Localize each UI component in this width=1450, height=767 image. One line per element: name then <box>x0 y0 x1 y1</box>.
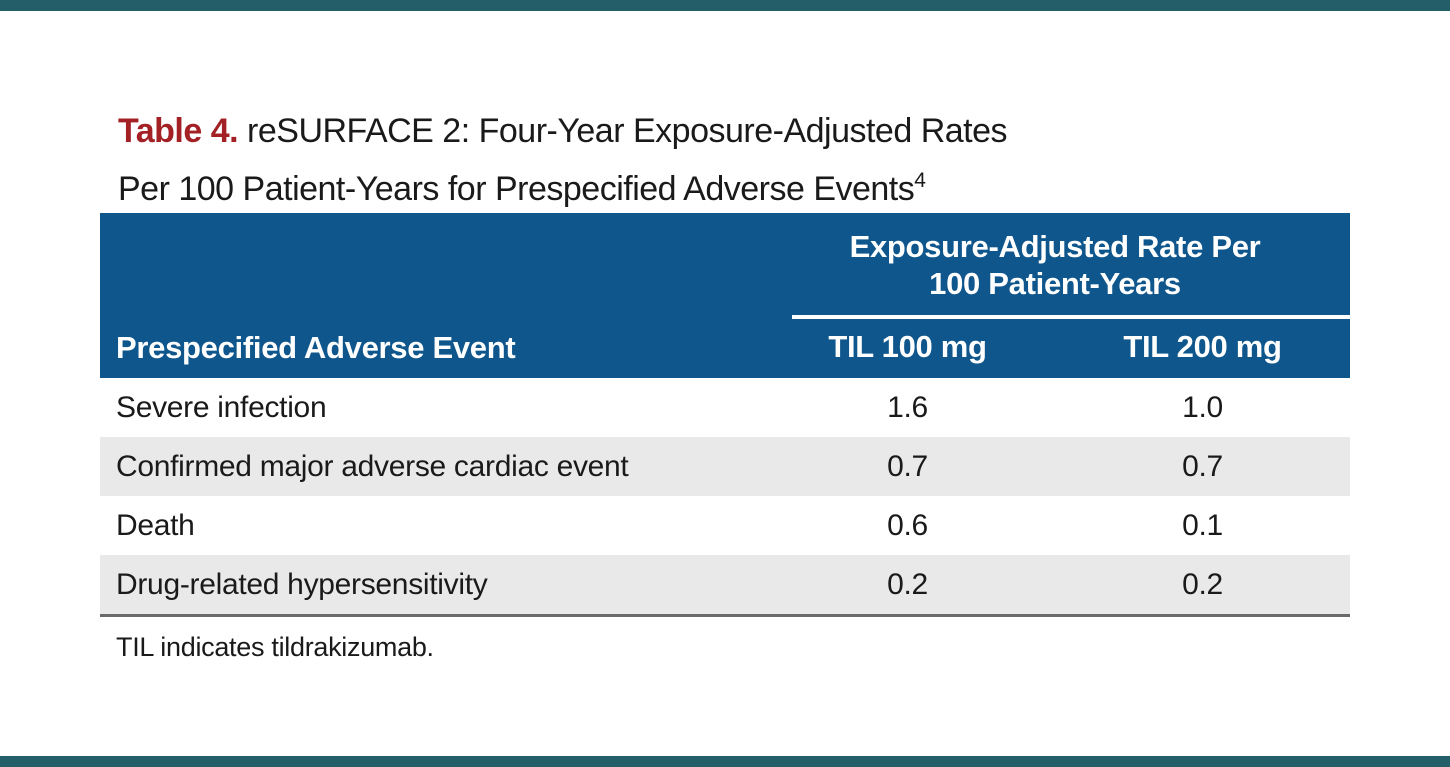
group-header-underline <box>792 315 1350 319</box>
table-header: Exposure-Adjusted Rate Per 100 Patient-Y… <box>100 213 1350 378</box>
table-number-label: Table 4. <box>118 112 239 150</box>
table-title-text2: Per 100 Patient-Years for Prespecified A… <box>118 170 915 208</box>
til-100-value: 1.6 <box>887 390 928 424</box>
table-title: Table 4. reSURFACE 2: Four-Year Exposure… <box>118 106 1008 214</box>
event-cell: Severe infection <box>116 390 327 424</box>
table-row: Severe infection 1.6 1.0 <box>100 378 1350 437</box>
reference-superscript: 4 <box>914 169 926 192</box>
page-top-border <box>0 0 1450 11</box>
table-row: Confirmed major adverse cardiac event 0.… <box>100 437 1350 496</box>
event-cell: Death <box>116 508 195 542</box>
til-100-value: 0.6 <box>887 508 928 542</box>
table-title-line2: Per 100 Patient-Years for Prespecified A… <box>118 156 1007 214</box>
event-cell: Confirmed major adverse cardiac event <box>116 449 629 483</box>
table-row: Death 0.6 0.1 <box>100 496 1350 555</box>
table-row: Drug-related hypersensitivity 0.2 0.2 <box>100 555 1350 614</box>
group-header-line1: Exposure-Adjusted Rate Per <box>849 229 1261 264</box>
table-body: Severe infection 1.6 1.0 Confirmed major… <box>100 378 1350 617</box>
til-200-value: 0.1 <box>1182 508 1223 542</box>
event-cell: Drug-related hypersensitivity <box>116 567 488 601</box>
group-header-line2: 100 Patient-Years <box>929 266 1181 301</box>
table-title-text1: reSURFACE 2: Four-Year Exposure-Adjusted… <box>238 112 1008 150</box>
column-header-til-100: TIL 100 mg <box>828 329 987 364</box>
til-100-value: 0.7 <box>887 449 928 483</box>
group-column-header: Exposure-Adjusted Rate Per 100 Patient-Y… <box>760 228 1350 302</box>
column-header-til-200: TIL 200 mg <box>1123 329 1282 364</box>
row-header-label: Prespecified Adverse Event <box>116 330 516 365</box>
table-footnote: TIL indicates tildrakizumab. <box>116 632 434 662</box>
til-200-value: 0.7 <box>1182 449 1223 483</box>
til-200-value: 1.0 <box>1182 390 1223 424</box>
adverse-events-table: Exposure-Adjusted Rate Per 100 Patient-Y… <box>100 213 1350 663</box>
page-bottom-border <box>0 756 1450 767</box>
til-200-value: 0.2 <box>1182 567 1223 601</box>
table-title-line1: Table 4. reSURFACE 2: Four-Year Exposure… <box>118 106 1008 156</box>
til-100-value: 0.2 <box>887 567 928 601</box>
